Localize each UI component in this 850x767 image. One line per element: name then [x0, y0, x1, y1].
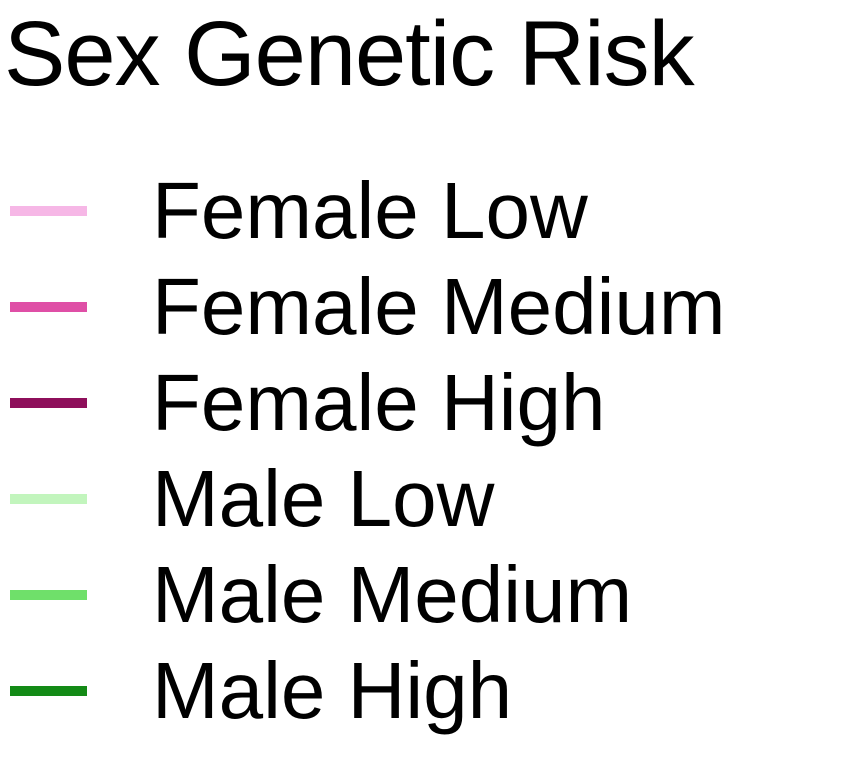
legend-label: Male Medium: [152, 550, 633, 639]
legend-item-female-medium: Female Medium: [0, 259, 850, 355]
legend-label: Female Low: [152, 166, 588, 255]
legend-label: Female Medium: [152, 262, 726, 351]
legend-swatch: [10, 494, 87, 504]
legend-item-female-high: Female High: [0, 355, 850, 451]
legend-item-male-low: Male Low: [0, 451, 850, 547]
legend-swatch: [10, 590, 87, 600]
legend-label: Male High: [152, 646, 513, 735]
legend-label: Male Low: [152, 454, 495, 543]
legend-title: Sex Genetic Risk: [4, 3, 695, 105]
legend-item-male-medium: Male Medium: [0, 547, 850, 643]
legend-item-male-high: Male High: [0, 643, 850, 739]
legend-swatch: [10, 206, 87, 216]
legend-item-female-low: Female Low: [0, 163, 850, 259]
legend-swatch: [10, 398, 87, 408]
legend-label: Female High: [152, 358, 606, 447]
legend-swatch: [10, 302, 87, 312]
legend-swatch: [10, 686, 87, 696]
